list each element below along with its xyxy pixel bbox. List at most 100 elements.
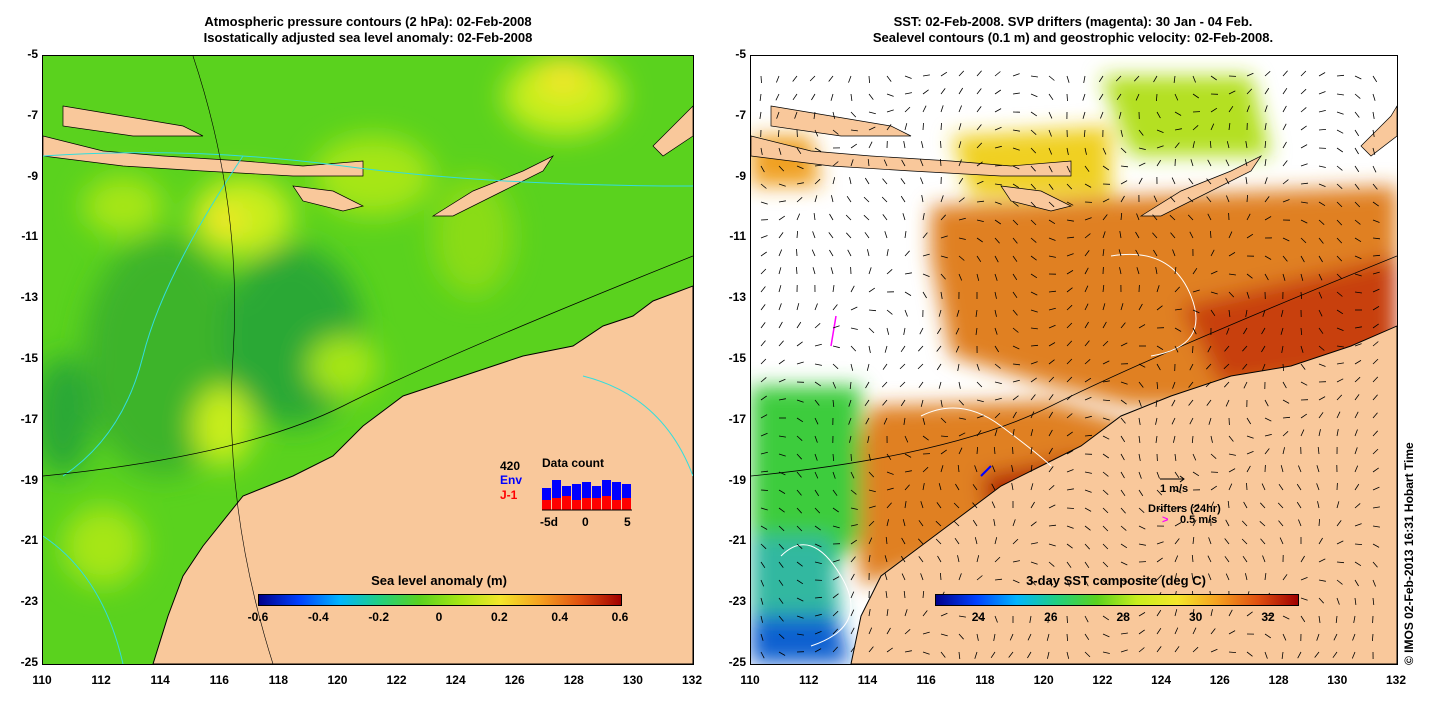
velocity-arrow [760,183,767,189]
velocity-arrow [1372,93,1376,101]
velocity-arrow [1156,646,1162,653]
velocity-arrow [1084,321,1089,329]
velocity-arrow [1171,399,1176,407]
velocity-arrow [1084,396,1092,401]
velocity-arrow [1138,147,1146,150]
velocity-arrow [1192,267,1198,275]
velocity-arrow [778,471,786,476]
velocity-arrow [796,579,804,585]
velocity-arrow [1120,489,1126,497]
velocity-arrow [1066,165,1071,173]
velocity-arrow [1012,519,1016,527]
velocity-arrow [958,70,965,77]
velocity-arrow [1084,233,1091,239]
velocity-arrow [1156,305,1163,311]
velocity-arrow [955,345,960,353]
velocity-arrow [1282,105,1287,113]
velocity-arrow [883,159,888,167]
lon-tick-left: 116 [209,673,229,687]
data-count-label: Data count [542,456,605,470]
velocity-scale-arrow [1160,475,1185,483]
velocity-arrow [868,75,870,84]
velocity-arrow [850,646,856,653]
velocity-arrow [1174,489,1182,494]
velocity-arrow [920,177,924,185]
velocity-arrow [1318,273,1323,281]
velocity-arrow [1152,232,1158,239]
velocity-arrow [1224,538,1230,545]
velocity-arrow [1066,376,1073,383]
drifter-legend-title: Drifters (24hr) [1148,503,1221,515]
velocity-arrow [1171,417,1176,425]
velocity-arrow [778,303,782,311]
velocity-arrow [1246,273,1253,279]
lat-tick-right: -7 [735,107,746,122]
velocity-arrow [846,195,852,203]
velocity-arrow [760,579,765,587]
velocity-arrow [976,88,982,95]
left-colorbar-tick: -0.6 [247,610,269,624]
velocity-arrow [1264,399,1269,407]
velocity-arrow [760,432,768,437]
velocity-arrow [778,285,782,293]
velocity-arrow [1354,360,1362,365]
velocity-arrow [976,200,985,203]
velocity-arrow [1300,163,1308,167]
velocity-arrow [1048,429,1053,437]
velocity-arrow [1318,219,1325,225]
velocity-arrow [796,213,801,221]
velocity-arrow [1120,543,1128,549]
velocity-arrow [1281,651,1284,659]
velocity-arrow [920,159,924,167]
velocity-arrow [1012,92,1020,95]
velocity-arrow [1372,271,1380,275]
velocity-arrow [1336,291,1343,297]
velocity-arrow [1354,447,1358,455]
velocity-arrow [919,327,924,335]
velocity-arrow [976,633,979,641]
velocity-arrow [958,432,966,437]
velocity-arrow [868,489,876,493]
velocity-arrow [1210,609,1213,617]
right-colorbar-tick: 24 [971,610,986,624]
velocity-arrow [1120,180,1128,185]
velocity-arrow [1246,651,1253,657]
velocity-arrow [814,648,822,653]
velocity-scale-label: 1 m/s [1160,483,1189,495]
velocity-arrow [922,417,926,425]
j1-bar [552,498,561,510]
velocity-arrow [940,273,946,280]
velocity-arrow [886,269,893,275]
velocity-arrow [1171,177,1176,185]
velocity-arrow [1318,396,1326,401]
velocity-arrow [972,519,978,527]
velocity-arrow [1012,538,1019,545]
velocity-arrow [886,609,889,617]
velocity-arrow [1208,537,1212,545]
velocity-arrow [1354,237,1362,243]
velocity-arrow [954,537,960,545]
velocity-arrow [1174,267,1177,275]
velocity-arrow [958,381,961,389]
velocity-arrow [1011,483,1014,491]
velocity-arrow [976,381,983,388]
velocity-arrow [1225,159,1230,167]
velocity-arrow [1207,555,1212,563]
velocity-arrow [1135,231,1140,239]
velocity-arrow [1228,309,1231,317]
velocity-arrow [1210,501,1215,509]
velocity-arrow [850,489,857,495]
velocity-arrow [760,525,768,530]
velocity-arrow [1012,411,1017,419]
velocity-arrow [1318,237,1324,244]
velocity-arrow [1298,465,1302,473]
velocity-arrow [922,213,925,221]
velocity-arrow [1318,429,1321,437]
velocity-arrow [972,484,978,491]
velocity-arrow [865,381,870,389]
velocity-arrow [940,105,944,113]
velocity-arrow [1300,429,1305,437]
velocity-arrow [796,435,803,441]
velocity-arrow [1152,214,1158,221]
velocity-arrow [1246,291,1250,299]
